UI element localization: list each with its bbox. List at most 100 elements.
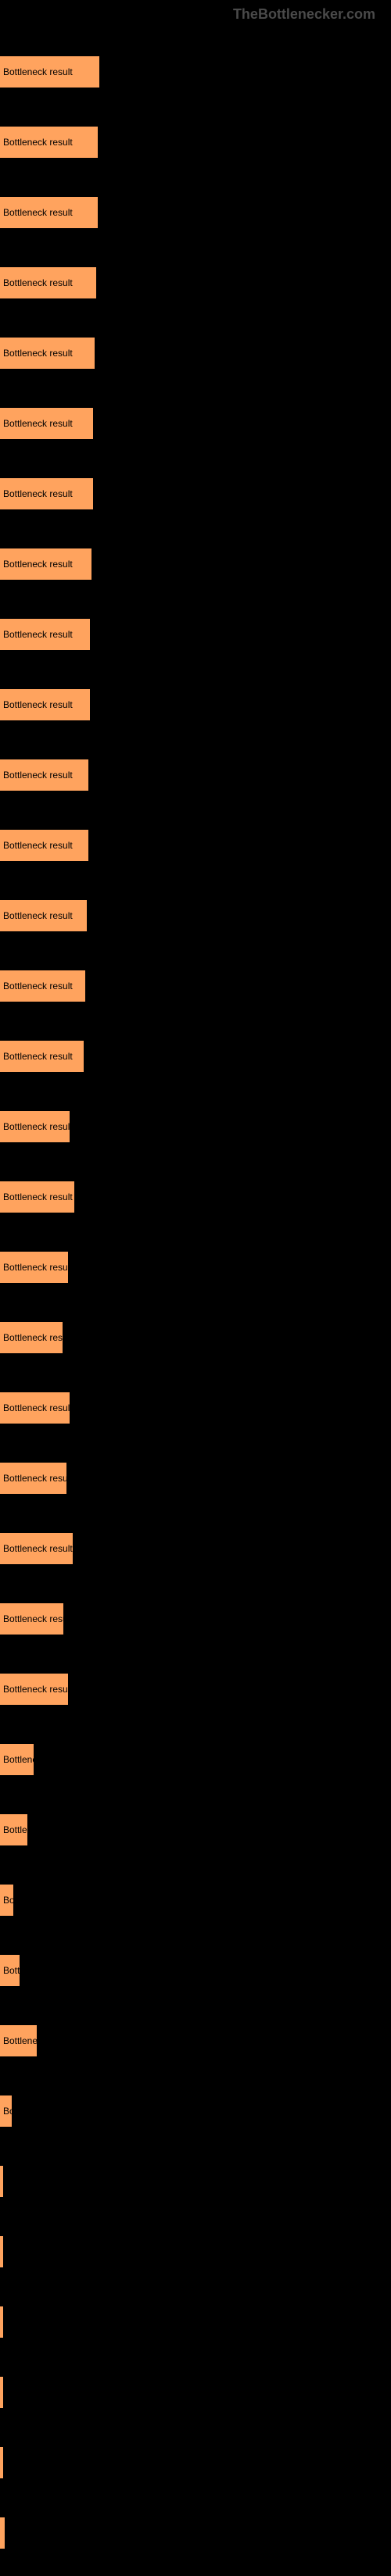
chart-bar: Bottleneck result <box>0 759 88 791</box>
chart-bar: Bottleneck result <box>0 830 88 861</box>
bar-row: Bottleneck result <box>0 37 391 107</box>
bar-row: Bottleneck result <box>0 529 391 599</box>
chart-bar: Bottleneck result <box>0 1814 27 1845</box>
chart-bar: Bottleneck result <box>0 1533 73 1564</box>
bar-row: Bottleneck result <box>0 248 391 318</box>
chart-bar <box>0 2447 3 2478</box>
chart-bar: Bottleneck result <box>0 1111 70 1142</box>
chart-bar <box>0 2236 3 2267</box>
chart-bar: Bottleneck result <box>0 2095 12 2127</box>
chart-bar: Bottleneck result <box>0 1674 68 1705</box>
bar-label: Bottleneck result <box>3 1895 13 1906</box>
chart-container: Bottleneck result Bottleneck result Bottle… <box>0 29 391 2576</box>
bar-label: Bottleneck result <box>3 1543 73 1554</box>
bar-row: Bottleneck result <box>0 1443 391 1513</box>
bar-row: Bottleneck result <box>0 881 391 951</box>
bar-row: Bottleneck result <box>0 1232 391 1302</box>
bar-label: Bottleneck result <box>3 981 73 991</box>
bar-label: Bottleneck result <box>3 1121 70 1132</box>
chart-bar: Bottleneck result <box>0 548 91 580</box>
bar-label: Bottleneck result <box>3 207 73 218</box>
bar-label: Bottleneck result <box>3 840 73 851</box>
bar-label: Bottleneck result <box>3 2106 12 2117</box>
chart-bar: Bottleneck result <box>0 1322 63 1353</box>
chart-bar <box>0 2166 3 2197</box>
chart-bar: Bottleneck result <box>0 1181 74 1213</box>
chart-bar: Bottleneck result <box>0 478 93 509</box>
bar-label: Bottleneck result <box>3 2035 37 2046</box>
bar-label: Bottleneck result <box>3 1051 73 1062</box>
bar-row: Bottleneck result <box>0 318 391 388</box>
site-title: TheBottlenecker.com <box>233 6 375 22</box>
bar-row <box>0 2287 391 2357</box>
bar-label: Bottleneck result <box>3 699 73 710</box>
bar-label: Bottleneck result <box>3 1262 68 1273</box>
bar-row: Bottleneck result <box>0 1865 391 1935</box>
bar-label: Bottleneck result <box>3 137 73 148</box>
bar-row: Bottleneck result <box>0 1724 391 1795</box>
chart-bar: Bottleneck result <box>0 1252 68 1283</box>
chart-bar <box>0 2377 3 2408</box>
bar-label: Bottleneck result <box>3 1473 66 1484</box>
bar-row: Bottleneck result <box>0 951 391 1021</box>
bar-row <box>0 2498 391 2568</box>
bar-label: Bottleneck result <box>3 1613 63 1624</box>
bar-row <box>0 2428 391 2498</box>
bar-row: Bottleneck result <box>0 670 391 740</box>
bar-row: Bottleneck result <box>0 1162 391 1232</box>
chart-bar: Bottleneck result <box>0 2025 37 2056</box>
bar-label: Bottleneck result <box>3 66 73 77</box>
bar-label: Bottleneck result <box>3 277 73 288</box>
bar-row: Bottleneck result <box>0 1795 391 1865</box>
bar-label: Bottleneck result <box>3 348 73 359</box>
bar-label: Bottleneck result <box>3 1684 68 1695</box>
chart-bar: Bottleneck result <box>0 56 99 88</box>
bar-row: Bottleneck result <box>0 1373 391 1443</box>
chart-bar: Bottleneck result <box>0 1041 84 1072</box>
bar-row: Bottleneck result <box>0 1935 391 2006</box>
bar-row: Bottleneck result <box>0 107 391 177</box>
chart-bar: Bottleneck result <box>0 689 90 720</box>
bar-row: Bottleneck result <box>0 1654 391 1724</box>
bar-row <box>0 2146 391 2217</box>
chart-bar: Bottleneck result <box>0 970 85 1002</box>
bar-label: Bottleneck result <box>3 770 73 781</box>
chart-bar <box>0 2306 3 2338</box>
bar-row: Bottleneck result <box>0 459 391 529</box>
chart-bar: Bottleneck result <box>0 1955 20 1986</box>
bar-row: Bottleneck result <box>0 1021 391 1091</box>
site-header: TheBottlenecker.com <box>0 0 391 29</box>
bar-label: Bottleneck result <box>3 488 73 499</box>
chart-bar: Bottleneck result <box>0 408 93 439</box>
bar-row: Bottleneck result <box>0 2006 391 2076</box>
chart-bar: Bottleneck result <box>0 1744 34 1775</box>
bar-row <box>0 2357 391 2428</box>
chart-bar: Bottleneck result <box>0 338 95 369</box>
bar-row: Bottleneck result <box>0 388 391 459</box>
chart-bar: Bottleneck result <box>0 1885 13 1916</box>
bar-row: Bottleneck result <box>0 1302 391 1373</box>
chart-bar: Bottleneck result <box>0 900 87 931</box>
bar-label: Bottleneck result <box>3 418 73 429</box>
bar-label: Bottleneck result <box>3 559 73 570</box>
bar-label: Bottleneck result <box>3 1402 70 1413</box>
chart-bar: Bottleneck result <box>0 197 98 228</box>
chart-bar: Bottleneck result <box>0 127 98 158</box>
chart-bar: Bottleneck result <box>0 619 90 650</box>
bar-row <box>0 2217 391 2287</box>
bar-label: Bottleneck result <box>3 1824 27 1835</box>
chart-bar <box>0 2517 5 2549</box>
bar-label: Bottleneck result <box>3 1754 34 1765</box>
bar-label: Bottleneck result <box>3 1192 73 1202</box>
bar-label: Bottleneck result <box>3 629 73 640</box>
bar-label: Bottleneck result <box>3 1332 63 1343</box>
bar-row: Bottleneck result <box>0 177 391 248</box>
chart-bar: Bottleneck result <box>0 1392 70 1424</box>
bar-row: Bottleneck result <box>0 2076 391 2146</box>
chart-bar: Bottleneck result <box>0 1603 63 1635</box>
bar-row: Bottleneck result <box>0 1513 391 1584</box>
bar-row: Bottleneck result <box>0 810 391 881</box>
bar-row: Bottleneck result <box>0 599 391 670</box>
bar-label: Bottleneck result <box>3 1965 20 1976</box>
chart-bar: Bottleneck result <box>0 267 96 298</box>
